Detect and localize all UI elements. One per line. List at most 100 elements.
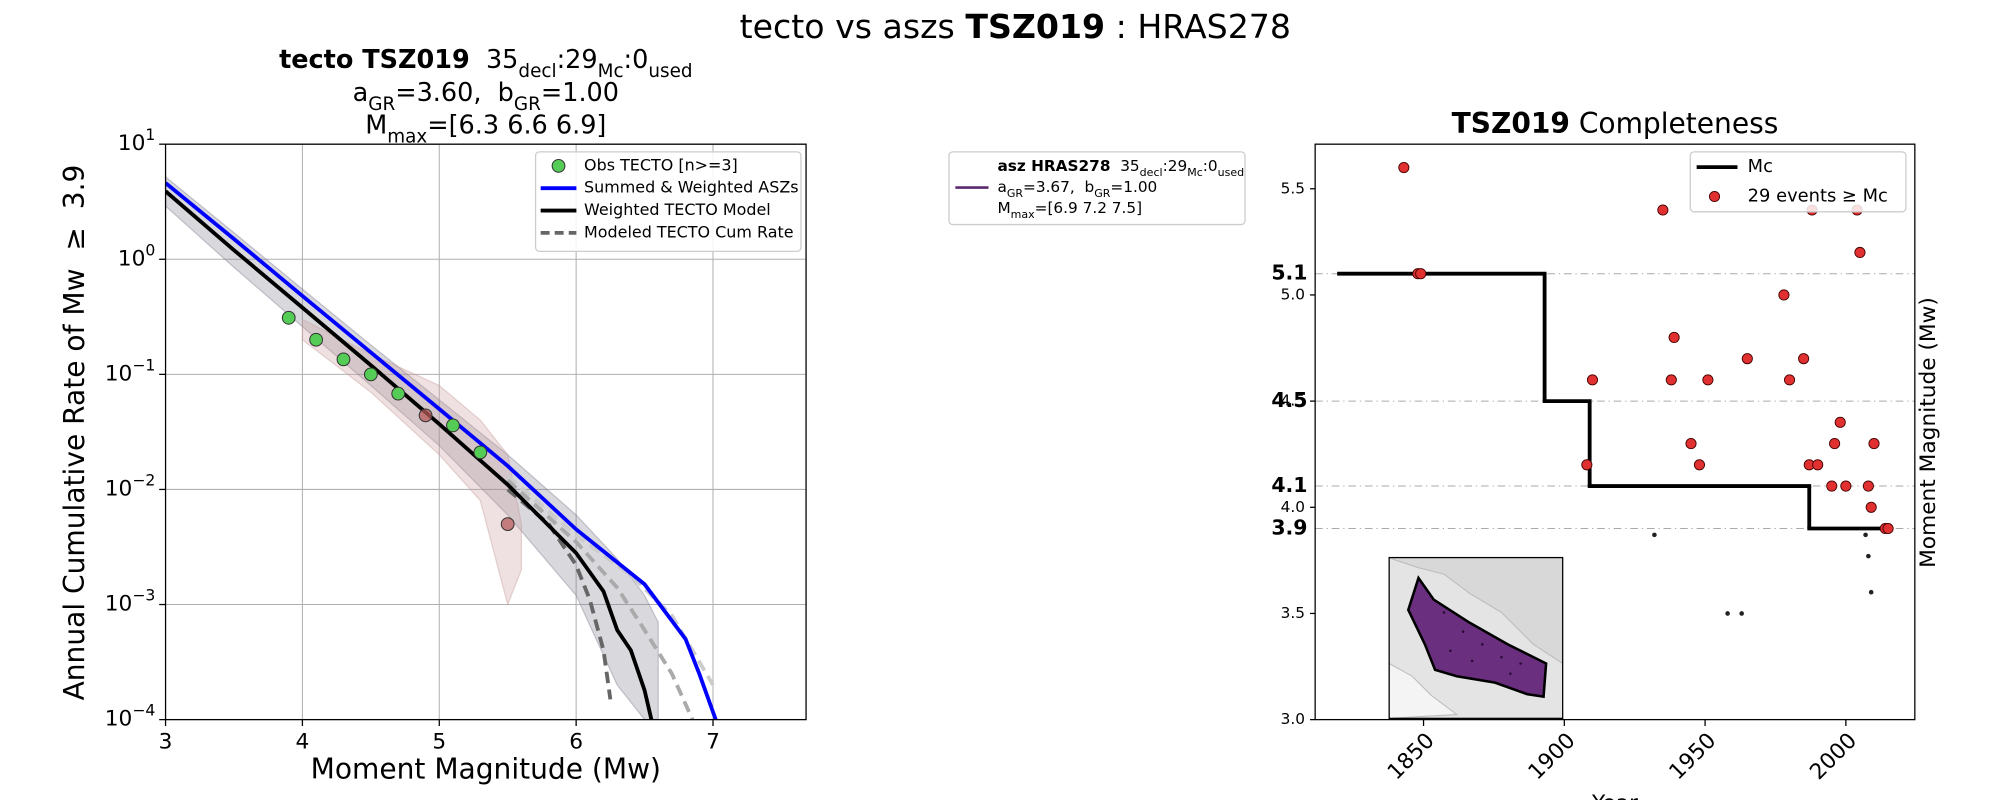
- text-part: GR: [368, 93, 395, 114]
- event-point: [1868, 438, 1880, 450]
- event-point: [1854, 246, 1866, 259]
- legend-label: Obs TECTO [n>=3]: [584, 155, 738, 174]
- data-point: [336, 352, 351, 367]
- text-part: :0: [1203, 156, 1218, 174]
- sub-mc-event: [1868, 589, 1874, 595]
- text-part: : HRAS278: [1105, 7, 1291, 46]
- x-tick-label: 5: [432, 730, 446, 755]
- data-point: [391, 386, 406, 401]
- data-point: [446, 418, 460, 433]
- event-point: [1581, 459, 1593, 471]
- x-tick-label: 4: [296, 730, 310, 755]
- mc-tick-label: 3.9: [1271, 516, 1307, 540]
- event-point: [1665, 374, 1677, 386]
- tick-base: 10: [105, 476, 133, 501]
- legend-label: Summed & Weighted ASZs: [584, 178, 799, 197]
- plot-frame: [1314, 143, 1916, 721]
- y-tick-label: 10−4: [105, 701, 156, 732]
- legend-label: asz HRAS278 35decl:29Mc:0used: [997, 156, 1244, 178]
- figure-title: tecto vs aszs TSZ019 : HRAS278: [740, 7, 1291, 46]
- text-part: tecto vs aszs: [740, 7, 966, 46]
- x-tick-label: 1950: [1665, 728, 1722, 785]
- text-part: M: [997, 198, 1010, 216]
- event-point: [1693, 459, 1706, 471]
- text-part: =1.00: [1110, 177, 1157, 195]
- event-point: [1783, 374, 1796, 386]
- x-tick-label: 1900: [1524, 728, 1581, 785]
- text-part: used: [1218, 165, 1245, 178]
- y-tick-label: 4.5: [1281, 392, 1305, 410]
- event-point: [1812, 459, 1824, 471]
- tick-exponent: −2: [132, 471, 155, 489]
- legend-label: aGR=3.67, bGR=1.00: [997, 177, 1157, 199]
- text-part: Completeness: [1570, 107, 1778, 140]
- text-part: max: [387, 126, 427, 147]
- inset-map: [1388, 556, 1564, 719]
- series-line: [506, 478, 695, 720]
- text-part: =1.00: [541, 78, 619, 108]
- legend-label: Mc: [1748, 156, 1773, 177]
- legend-marker: [551, 158, 566, 173]
- text-part: :0: [624, 45, 649, 75]
- chart-title: aGR=3.60, bGR=1.00: [353, 78, 619, 114]
- text-part: =3.60, b: [395, 78, 514, 108]
- data-point: [309, 332, 323, 347]
- y-tick-label: 5.0: [1281, 285, 1305, 303]
- text-part: 35: [1110, 156, 1139, 174]
- tick-exponent: 1: [145, 126, 155, 144]
- legend-label: Weighted TECTO Model: [584, 200, 771, 219]
- tick-base: 10: [105, 592, 133, 617]
- tick-base: 10: [105, 707, 133, 732]
- y-axis-label: Annual Cumulative Rate of Mw ≥ 3.9: [58, 165, 91, 701]
- sub-mc-event: [1863, 532, 1868, 538]
- y-axis-label: Moment Magnitude (Mw): [1916, 297, 1941, 568]
- text-part: TSZ019: [965, 7, 1105, 46]
- plot-area: [165, 176, 718, 720]
- text-part: used: [648, 61, 692, 82]
- tick-exponent: −3: [132, 586, 155, 604]
- event-point: [1586, 374, 1599, 386]
- event-point: [1882, 522, 1894, 535]
- text-part: a: [997, 177, 1006, 195]
- text-part: :29: [557, 45, 598, 75]
- text-part: =[6.3 6.6 6.9]: [427, 110, 606, 140]
- event-point: [1778, 289, 1790, 301]
- data-point: [363, 367, 378, 382]
- text-part: =[6.9 7.2 7.5]: [1035, 198, 1142, 216]
- tick-base: 10: [118, 246, 146, 271]
- x-tick-label: 1850: [1383, 728, 1440, 785]
- data-point: [418, 408, 433, 423]
- text-part: Mc: [1187, 165, 1203, 178]
- plot-frame: [164, 143, 807, 721]
- tick-exponent: −1: [132, 356, 155, 374]
- legend-label: Mmax=[6.9 7.2 7.5]: [997, 198, 1142, 220]
- y-tick-label: 3.0: [1281, 710, 1305, 728]
- event-point: [1862, 480, 1874, 492]
- legend-label: 29 events ≥ Mc: [1748, 185, 1888, 206]
- text-part: decl: [1140, 165, 1163, 178]
- x-axis-label: Moment Magnitude (Mw): [311, 753, 661, 786]
- text-part: :29: [1163, 156, 1188, 174]
- text-part: asz HRAS278: [997, 156, 1110, 174]
- text-part: decl: [518, 61, 556, 82]
- y-tick-label: 10−1: [105, 356, 156, 387]
- y-tick-label: 4.0: [1281, 498, 1305, 516]
- tick-exponent: 0: [145, 241, 155, 259]
- text-part: GR: [514, 93, 541, 114]
- text-part: M: [365, 110, 387, 140]
- text-part: tecto TSZ019: [279, 45, 470, 75]
- tick-base: 10: [118, 131, 146, 156]
- legend-label: Modeled TECTO Cum Rate: [584, 222, 793, 241]
- x-axis-label: Year: [1591, 791, 1638, 800]
- mc-tick-label: 5.1: [1271, 261, 1307, 285]
- event-point: [1834, 416, 1846, 428]
- sub-mc-event: [1725, 611, 1730, 616]
- sub-mc-event: [1652, 532, 1657, 538]
- y-tick-label: 10−3: [105, 586, 156, 617]
- legend-box: [948, 151, 1246, 226]
- event-point: [1702, 374, 1714, 386]
- tick-base: 10: [105, 361, 133, 386]
- sub-mc-event: [1739, 611, 1744, 616]
- text-part: max: [1011, 207, 1035, 220]
